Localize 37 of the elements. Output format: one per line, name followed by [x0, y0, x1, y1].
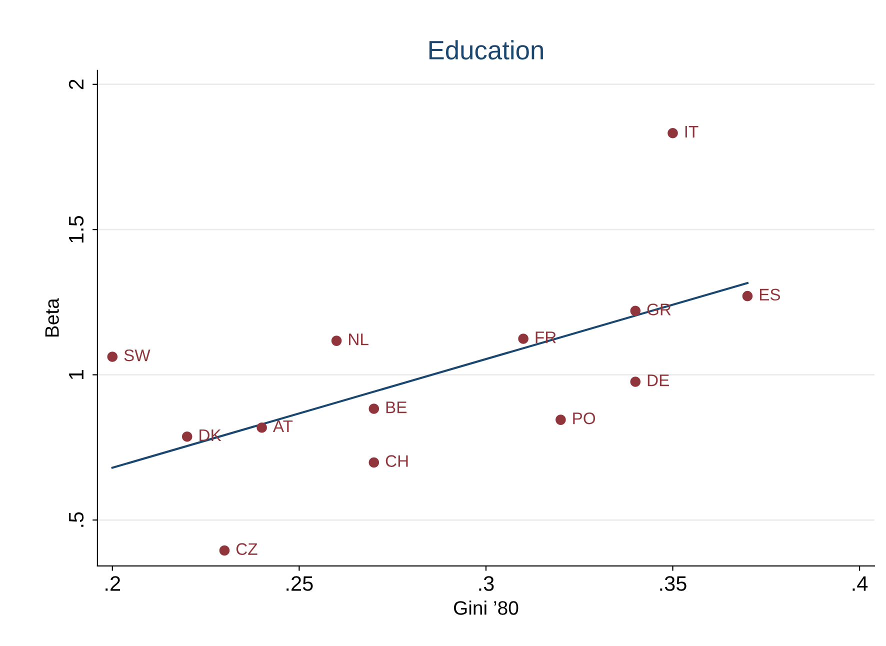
- x-tick-label: .2: [106, 576, 120, 591]
- x-tick-label: .35: [660, 576, 686, 591]
- x-tick-label: .3: [479, 576, 494, 591]
- annotation: CH: [386, 455, 408, 467]
- chart-title: Education: [429, 40, 543, 60]
- point: [368, 404, 380, 414]
- y-tick-label: .5: [69, 512, 84, 527]
- point: [518, 334, 528, 344]
- annotation: PO: [573, 412, 596, 424]
- annotation: ES: [760, 288, 780, 301]
- y-tick-label: 2: [68, 80, 84, 90]
- x-tick-label: .4: [852, 576, 868, 591]
- point: [331, 336, 342, 346]
- point: [668, 128, 678, 138]
- point: [368, 457, 380, 468]
- annotation: DK: [200, 429, 222, 441]
- x-tick-label: .25: [286, 576, 313, 591]
- y-axis-title: Beta: [45, 298, 59, 337]
- annotation: IT: [685, 126, 698, 138]
- y-tick-label: 1.5: [69, 216, 84, 242]
- point: [556, 414, 566, 425]
- annotation: BE: [386, 402, 407, 414]
- point: [219, 545, 230, 556]
- annotation: AT: [272, 420, 293, 432]
- y-tick-label: 1: [69, 370, 84, 379]
- point: [107, 352, 118, 362]
- point: [256, 422, 267, 433]
- annotation: DE: [648, 374, 669, 386]
- point: [630, 306, 641, 316]
- annotation: NL: [349, 334, 368, 346]
- point: [182, 432, 192, 442]
- point: [630, 376, 641, 387]
- point: [742, 290, 753, 302]
- x-axis-title: Gini ’80: [454, 600, 518, 615]
- annotation: FR: [536, 332, 556, 344]
- annotation: CZ: [236, 543, 258, 555]
- annotation: SW: [124, 349, 150, 362]
